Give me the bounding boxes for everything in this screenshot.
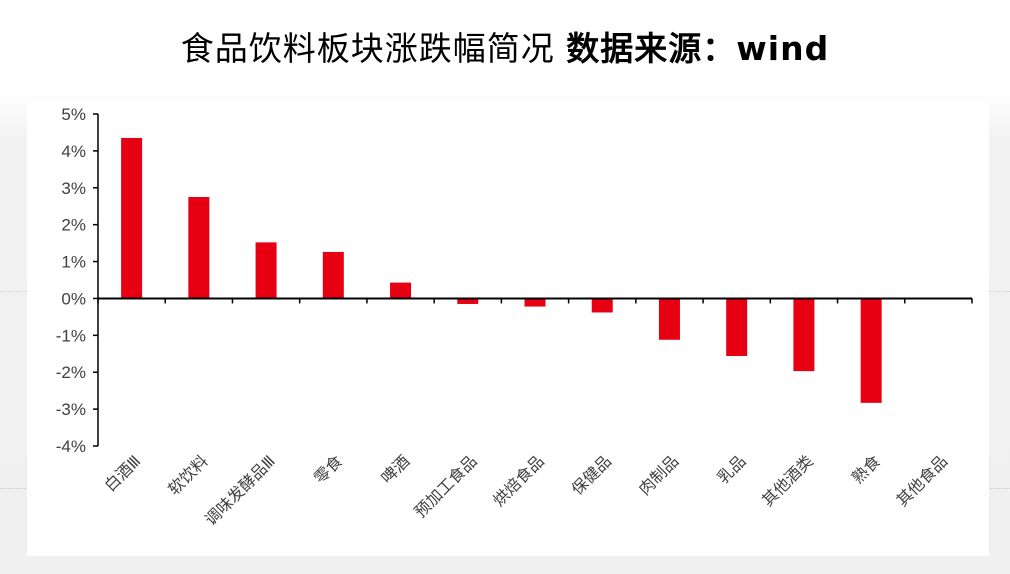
y-tick-label: -3% — [56, 400, 86, 419]
y-tick-label: 4% — [61, 142, 86, 161]
y-tick-label: 0% — [61, 289, 86, 308]
bar-2 — [255, 242, 277, 299]
bar-10 — [793, 298, 815, 372]
x-tick-label: 软饮料 — [164, 451, 211, 498]
y-tick-label: -1% — [56, 326, 86, 345]
x-tick-label: 乳品 — [713, 451, 749, 487]
x-tick-label: 保健品 — [568, 451, 615, 498]
bar-1 — [188, 197, 210, 299]
bar-6 — [524, 298, 546, 307]
bar-5 — [457, 298, 479, 304]
y-tick-label: 2% — [61, 216, 86, 235]
chart-title: 食品饮料板块涨跌幅简况 — [180, 29, 555, 68]
page-title: 食品饮料板块涨跌幅简况 数据来源：wind — [0, 22, 1010, 70]
y-tick-label: 5% — [61, 105, 86, 124]
x-tick-label: 白酒Ⅲ — [101, 451, 145, 495]
guide-line-left-lower — [0, 488, 27, 489]
bar-4 — [390, 282, 412, 299]
bar-3 — [322, 251, 344, 299]
x-tick-label: 零食 — [310, 451, 346, 487]
guide-line-right-lower — [989, 488, 1010, 489]
y-tick-label: -4% — [56, 437, 86, 456]
x-tick-label: 熟食 — [848, 451, 884, 487]
bar-9 — [726, 298, 748, 356]
data-source: 数据来源：wind — [566, 29, 830, 68]
guide-line-left — [0, 291, 27, 292]
chart-panel: 5% 4% 3% 2% 1% 0% -1% -2% -3% -4% 白酒Ⅲ 软饮料 调味发酵品Ⅲ 零食 啤酒… — [27, 100, 989, 556]
y-tick-label: 1% — [61, 253, 86, 272]
bar-0 — [121, 137, 143, 299]
bar-8 — [658, 298, 680, 340]
x-tick-label: 啤酒 — [377, 451, 413, 487]
x-tick-label: 其他酒类 — [758, 451, 817, 510]
guide-line-right — [989, 291, 1010, 292]
y-tick-label: 3% — [61, 179, 86, 198]
bar-11 — [860, 298, 882, 403]
x-tick-label: 预加工食品 — [411, 451, 481, 521]
y-tick-label: -2% — [56, 363, 86, 382]
x-tick-label: 调味发酵品Ⅲ — [201, 451, 279, 529]
x-tick-label: 其他食品 — [893, 451, 952, 510]
bar-7 — [591, 298, 613, 313]
x-tick-label: 烘焙食品 — [489, 451, 548, 510]
x-tick-label: 肉制品 — [635, 451, 682, 498]
